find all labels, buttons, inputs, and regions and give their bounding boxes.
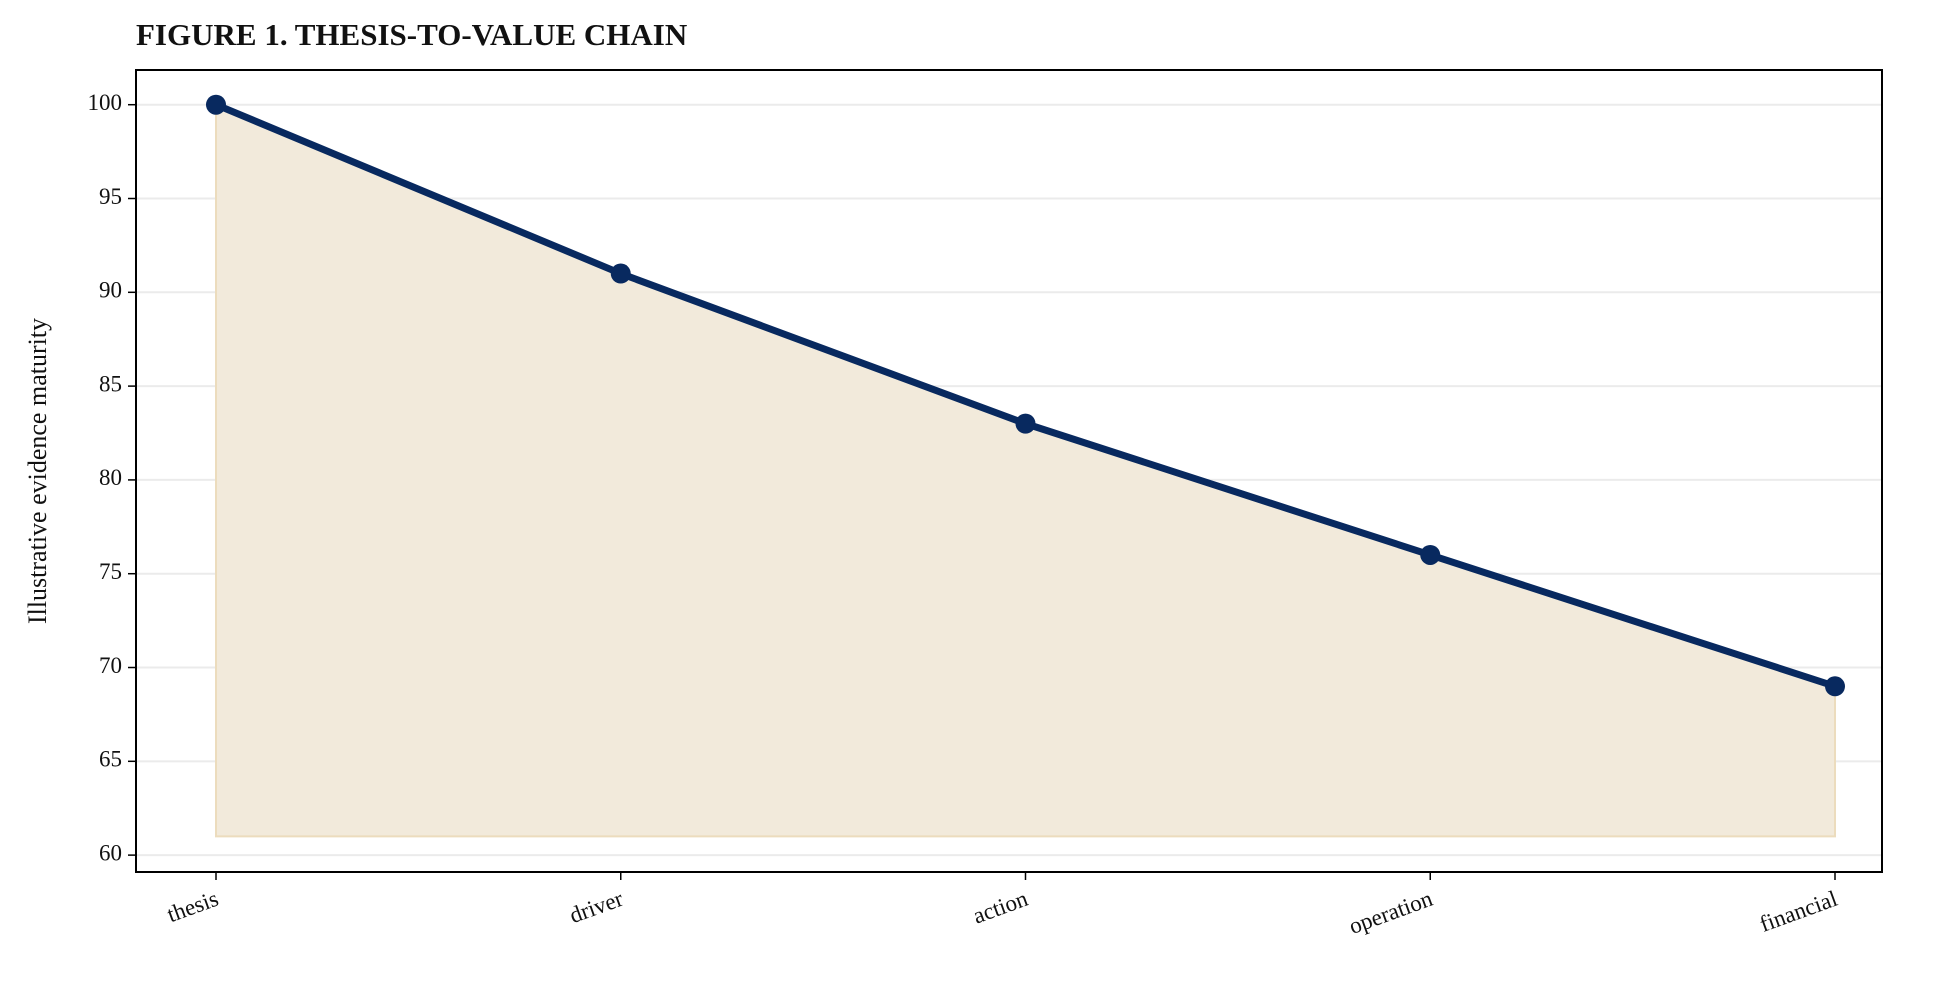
point: [1420, 544, 1441, 565]
y-tick-label: 70: [99, 653, 122, 678]
point: [610, 263, 631, 284]
point: [1825, 676, 1845, 697]
y-tick-label: 75: [99, 559, 122, 584]
plot-frame: [135, 69, 1883, 873]
y-tick-label: 65: [99, 747, 122, 772]
y-tick-label: 60: [99, 840, 122, 865]
x-tick-label: financial: [1756, 886, 1840, 937]
chart-title: FIGURE 1. THESIS-TO-VALUE CHAIN: [136, 17, 687, 52]
x-tick-label: driver: [566, 886, 626, 928]
y-tick-label: 90: [99, 278, 122, 303]
y-axis-label: Illustrative evidence maturity: [23, 318, 52, 624]
y-tick-label: 85: [99, 371, 122, 396]
x-tick-label: operation: [1346, 886, 1437, 939]
x-tick-label: thesis: [164, 886, 222, 927]
x-tick-label: action: [970, 886, 1032, 929]
y-tick-label: 100: [88, 90, 123, 115]
y-tick-label: 95: [99, 184, 122, 209]
point: [1015, 413, 1036, 434]
y-tick-label: 80: [99, 465, 122, 490]
point: [206, 94, 226, 115]
area: [215, 103, 1836, 838]
